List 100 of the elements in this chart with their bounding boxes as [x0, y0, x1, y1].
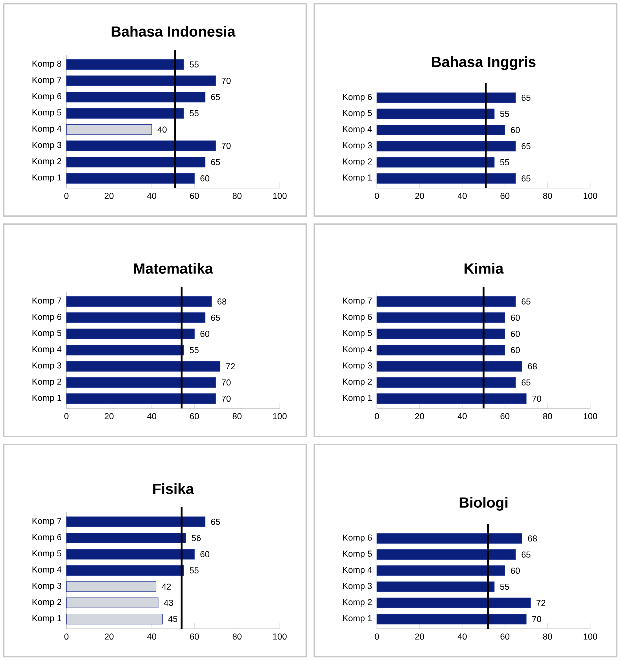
y-tick-label: Komp 5: [343, 550, 372, 559]
x-tick-label: 80: [232, 413, 242, 420]
x-tick-label: 80: [543, 634, 552, 640]
y-tick-label: Komp 3: [343, 362, 372, 370]
chart-title: Kimia: [464, 263, 504, 274]
bar: [376, 345, 506, 356]
y-tick-label: Komp 8: [32, 60, 62, 69]
x-tick-label: 100: [273, 413, 287, 420]
x-tick-label: 20: [415, 634, 424, 640]
bar: [376, 533, 522, 544]
x-tick-label: 80: [543, 193, 552, 200]
x-tick-label: 60: [190, 193, 200, 200]
y-tick-label: Komp 6: [343, 314, 372, 322]
bar: [376, 108, 495, 120]
data-label: 65: [522, 143, 531, 150]
data-label: 65: [211, 518, 220, 526]
data-label: 60: [200, 176, 210, 182]
x-tick-label: 80: [232, 193, 242, 200]
x-tick-label: 40: [458, 193, 467, 200]
x-tick-label: 100: [584, 193, 598, 200]
x-tick-label: 60: [500, 193, 510, 200]
y-tick-label: Komp 5: [343, 110, 372, 118]
data-label: 72: [226, 364, 236, 370]
data-label: 70: [222, 396, 231, 402]
data-label: 65: [522, 380, 531, 386]
data-label: 55: [500, 584, 510, 590]
data-label: 65: [211, 314, 220, 321]
y-tick-label: Komp 3: [32, 582, 62, 591]
data-label: 56: [192, 535, 201, 542]
chart-title: Matematika: [134, 263, 214, 274]
y-tick-label: Komp 4: [343, 126, 372, 134]
bar: [376, 312, 506, 324]
y-tick-label: Komp 1: [32, 615, 62, 624]
x-tick-label: 20: [104, 634, 114, 640]
y-tick-label: Komp 3: [343, 142, 372, 150]
data-label: 60: [200, 551, 210, 558]
data-label: 70: [532, 396, 542, 402]
y-tick-label: Komp 6: [32, 314, 62, 322]
data-label: 43: [164, 600, 174, 606]
bar: [376, 141, 516, 152]
x-tick-label: 100: [584, 413, 598, 420]
chart-title: Bahasa Indonesia: [112, 26, 236, 37]
x-tick-label: 20: [104, 413, 114, 420]
bar: [66, 377, 216, 388]
y-tick-label: Komp 5: [32, 110, 62, 118]
y-tick-label: Komp 5: [343, 330, 372, 338]
data-label: 68: [528, 536, 538, 542]
y-tick-label: Komp 4: [32, 346, 62, 354]
data-label: 72: [536, 600, 546, 606]
y-tick-label: Komp 6: [32, 534, 62, 542]
chart-title: Biologi: [460, 497, 508, 511]
x-tick-label: 80: [232, 634, 242, 640]
data-label: 60: [511, 347, 520, 354]
y-tick-label: Komp 4: [343, 346, 372, 354]
data-label: 40: [158, 126, 167, 133]
x-tick-label: 0: [375, 193, 380, 200]
bar: [66, 565, 184, 576]
y-tick-label: Komp 4: [32, 566, 62, 575]
y-tick-label: Komp 1: [343, 174, 372, 183]
data-label: 55: [500, 111, 510, 118]
y-tick-label: Komp 7: [32, 298, 62, 306]
data-label: 65: [522, 94, 531, 102]
x-tick-label: 40: [147, 193, 156, 200]
y-tick-label: Komp 3: [32, 142, 62, 150]
x-tick-label: 20: [415, 193, 424, 200]
bar: [66, 76, 216, 86]
x-tick-label: 40: [147, 634, 156, 640]
y-tick-label: Komp 1: [343, 615, 372, 624]
y-tick-label: Komp 3: [32, 362, 62, 370]
bar: [376, 173, 516, 184]
data-label: 60: [200, 331, 210, 338]
bar: [376, 598, 532, 608]
bar: [66, 394, 216, 404]
y-tick-label: Komp 7: [343, 298, 372, 306]
y-tick-label: Komp 7: [32, 518, 62, 526]
x-tick-label: 60: [190, 413, 200, 420]
bar: [66, 124, 152, 136]
data-label: 55: [500, 160, 510, 166]
data-label: 65: [522, 552, 531, 558]
data-label: 68: [528, 363, 538, 370]
data-label: 55: [190, 568, 199, 574]
y-tick-label: Komp 6: [343, 94, 372, 102]
bar: [376, 614, 527, 625]
x-tick-label: 100: [273, 634, 287, 640]
x-tick-label: 80: [543, 413, 552, 420]
y-tick-label: Komp 2: [32, 158, 62, 166]
bar: [66, 296, 212, 308]
x-tick-label: 20: [104, 193, 114, 200]
bar: [66, 140, 216, 152]
data-label: 70: [222, 143, 231, 150]
bar: [66, 532, 186, 544]
x-tick-label: 0: [64, 413, 69, 420]
chart-title: Fisika: [154, 484, 194, 494]
data-label: 70: [222, 380, 231, 386]
data-label: 65: [522, 176, 531, 182]
y-tick-label: Komp 7: [32, 77, 62, 85]
bar: [376, 566, 506, 576]
data-label: 42: [162, 584, 172, 590]
x-tick-label: 100: [584, 634, 598, 640]
data-label: 55: [190, 110, 199, 117]
